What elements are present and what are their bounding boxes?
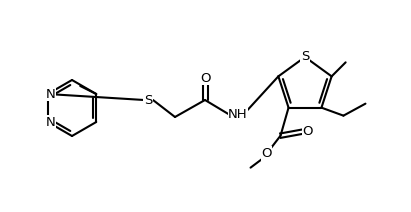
Text: O: O: [200, 71, 210, 85]
Text: N: N: [46, 116, 55, 128]
Text: N: N: [46, 88, 55, 100]
Text: S: S: [301, 50, 309, 64]
Text: NH: NH: [228, 109, 248, 121]
Text: O: O: [302, 125, 313, 138]
Text: S: S: [144, 93, 152, 106]
Text: O: O: [261, 147, 272, 160]
